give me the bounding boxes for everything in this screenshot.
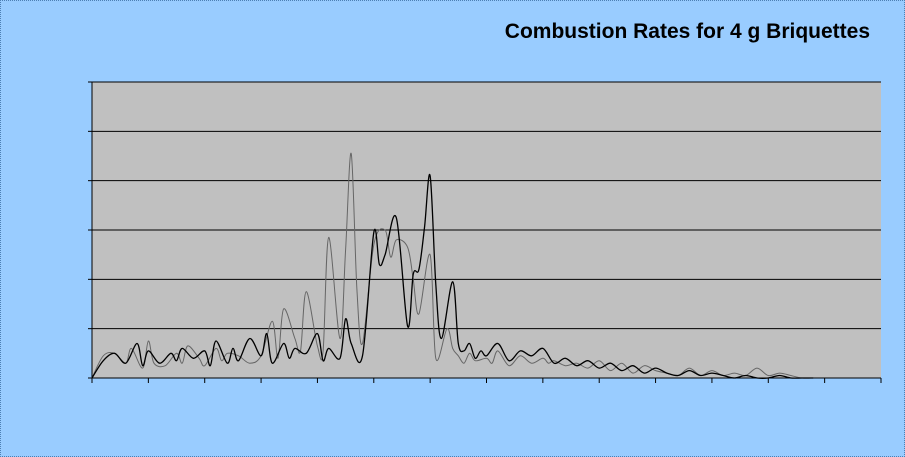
series-line-2: [91, 173, 814, 379]
chart-title: Combustion Rates for 4 g Briquettes: [504, 20, 870, 43]
